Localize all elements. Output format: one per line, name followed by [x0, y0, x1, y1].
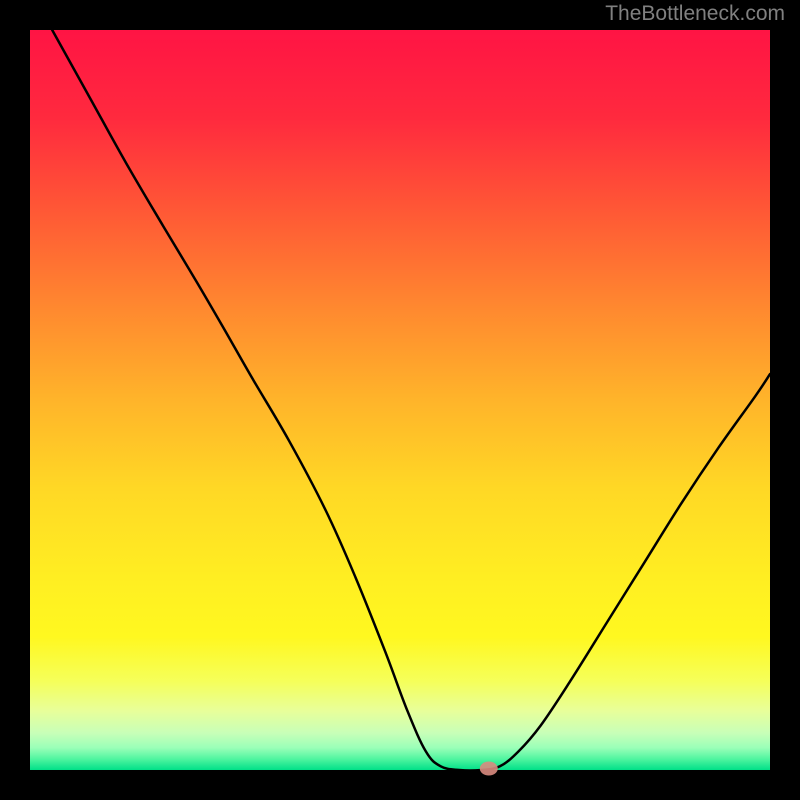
bottleneck-chart	[0, 0, 800, 800]
chart-container: TheBottleneck.com	[0, 0, 800, 800]
watermark-text: TheBottleneck.com	[605, 2, 785, 26]
